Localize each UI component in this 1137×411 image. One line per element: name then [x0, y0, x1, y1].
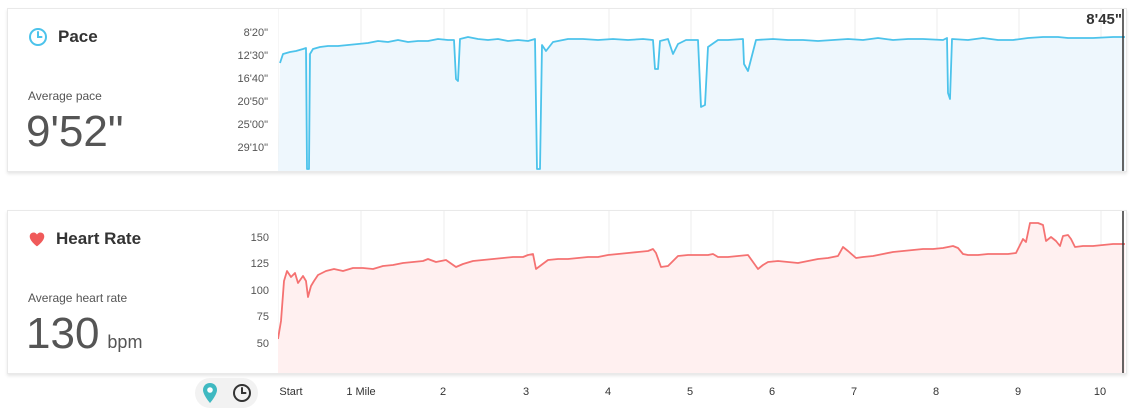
pace-line	[279, 36, 1125, 170]
pace-ytick: 29'10"	[237, 142, 268, 154]
clock-icon	[29, 28, 47, 46]
axis-mode-toggle[interactable]	[195, 378, 258, 408]
heart-rate-area	[278, 223, 1125, 373]
pace-title-label: Pace	[58, 27, 98, 46]
pace-ytick: 20'50"	[237, 96, 268, 108]
pace-panel: Pace Average pace 9'52" 8'20" 12'30" 16'…	[7, 8, 1127, 172]
distance-toggle-button[interactable]	[198, 381, 222, 405]
average-heart-rate-number: 130	[26, 309, 100, 358]
x-axis-label: 8	[932, 386, 940, 398]
x-axis-label: 6	[768, 386, 776, 398]
heart-rate-panel: Heart Rate Average heart rate 130 bpm 150…	[7, 210, 1127, 374]
clock-icon	[233, 384, 251, 402]
average-heart-rate-unit: bpm	[107, 332, 143, 352]
pace-chart[interactable]	[278, 9, 1125, 171]
x-axis-label: 5	[686, 386, 694, 398]
pace-area	[278, 37, 1125, 171]
current-pace-value: 8'45"	[1086, 11, 1122, 28]
average-heart-rate-value: 130 bpm	[26, 309, 142, 359]
heart-rate-chart[interactable]	[278, 211, 1125, 373]
hr-ytick: 100	[250, 285, 269, 297]
heart-rate-title-label: Heart Rate	[56, 229, 142, 248]
hr-ytick: 75	[256, 311, 269, 323]
map-pin-icon	[203, 383, 217, 403]
pace-ytick: 16'40"	[237, 73, 268, 85]
x-axis-label: 3	[522, 386, 530, 398]
pace-title: Pace	[28, 27, 98, 47]
average-pace-value: 9'52"	[26, 107, 124, 156]
heart-rate-title: Heart Rate	[28, 229, 141, 249]
pace-ytick: 12'30"	[237, 50, 268, 62]
x-axis-label: 9	[1014, 386, 1022, 398]
hr-ytick: 125	[250, 258, 269, 270]
heart-rate-line	[278, 222, 1125, 340]
x-axis-label: 7	[850, 386, 858, 398]
pace-ytick: 8'20"	[243, 27, 268, 39]
heart-icon	[29, 232, 45, 247]
x-axis-label: Start	[279, 386, 303, 398]
pace-ytick: 25'00"	[237, 119, 268, 131]
average-heart-rate-label: Average heart rate	[28, 291, 128, 305]
time-toggle-button[interactable]	[230, 381, 254, 405]
average-pace-label: Average pace	[28, 89, 102, 103]
x-axis-label: 2	[439, 386, 447, 398]
x-axis-label: 1 Mile	[346, 386, 376, 398]
hr-ytick: 150	[250, 232, 269, 244]
x-axis-label: 4	[604, 386, 612, 398]
hr-ytick: 50	[256, 338, 269, 350]
x-axis-label: 10	[1093, 386, 1107, 398]
